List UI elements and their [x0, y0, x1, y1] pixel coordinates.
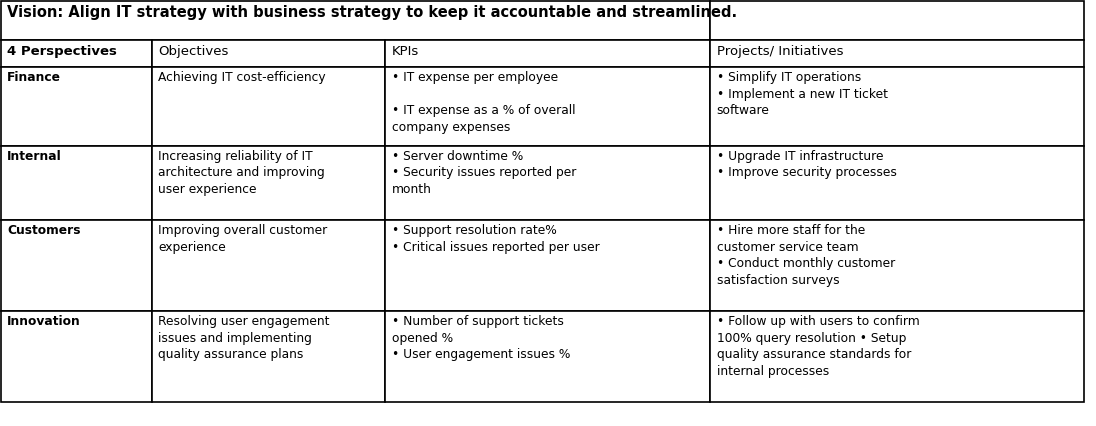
- Text: • IT expense per employee

• IT expense as a % of overall
company expenses: • IT expense per employee • IT expense a…: [391, 71, 575, 134]
- Bar: [710, 67, 1084, 146]
- Bar: [1, 67, 152, 146]
- Bar: [152, 40, 385, 67]
- Bar: [1, 1, 710, 40]
- Bar: [385, 67, 710, 146]
- Bar: [385, 311, 710, 402]
- Bar: [385, 146, 710, 220]
- Text: Finance: Finance: [8, 71, 61, 84]
- Text: Projects/ Initiatives: Projects/ Initiatives: [717, 44, 843, 58]
- Bar: [152, 146, 385, 220]
- Bar: [1, 146, 152, 220]
- Text: KPIs: KPIs: [391, 44, 419, 58]
- Text: Increasing reliability of IT
architecture and improving
user experience: Increasing reliability of IT architectur…: [159, 150, 326, 196]
- Bar: [710, 311, 1084, 402]
- Text: Achieving IT cost-efficiency: Achieving IT cost-efficiency: [159, 71, 326, 84]
- Bar: [710, 146, 1084, 220]
- Text: • Follow up with users to confirm
100% query resolution • Setup
quality assuranc: • Follow up with users to confirm 100% q…: [717, 315, 920, 378]
- Text: Improving overall customer
experience: Improving overall customer experience: [159, 224, 328, 253]
- Text: • Number of support tickets
opened %
• User engagement issues %: • Number of support tickets opened % • U…: [391, 315, 570, 361]
- Bar: [1, 40, 152, 67]
- Bar: [152, 311, 385, 402]
- Text: Vision: Align IT strategy with business strategy to keep it accountable and stre: Vision: Align IT strategy with business …: [8, 5, 738, 20]
- Text: Objectives: Objectives: [159, 44, 229, 58]
- Text: Customers: Customers: [8, 224, 81, 237]
- Text: 4 Perspectives: 4 Perspectives: [8, 44, 117, 58]
- Text: Internal: Internal: [8, 150, 62, 163]
- Bar: [385, 40, 710, 67]
- Bar: [152, 67, 385, 146]
- Text: • Support resolution rate%
• Critical issues reported per user: • Support resolution rate% • Critical is…: [391, 224, 600, 253]
- Text: Resolving user engagement
issues and implementing
quality assurance plans: Resolving user engagement issues and imp…: [159, 315, 330, 361]
- Bar: [152, 220, 385, 311]
- Bar: [1, 220, 152, 311]
- Bar: [710, 220, 1084, 311]
- Text: • Upgrade IT infrastructure
• Improve security processes: • Upgrade IT infrastructure • Improve se…: [717, 150, 897, 179]
- Bar: [385, 220, 710, 311]
- Text: • Hire more staff for the
customer service team
• Conduct monthly customer
satis: • Hire more staff for the customer servi…: [717, 224, 894, 287]
- Bar: [710, 1, 1084, 40]
- Text: • Simplify IT operations
• Implement a new IT ticket
software: • Simplify IT operations • Implement a n…: [717, 71, 888, 117]
- Text: Innovation: Innovation: [8, 315, 81, 328]
- Bar: [1, 311, 152, 402]
- Text: • Server downtime %
• Security issues reported per
month: • Server downtime % • Security issues re…: [391, 150, 575, 196]
- Bar: [710, 40, 1084, 67]
